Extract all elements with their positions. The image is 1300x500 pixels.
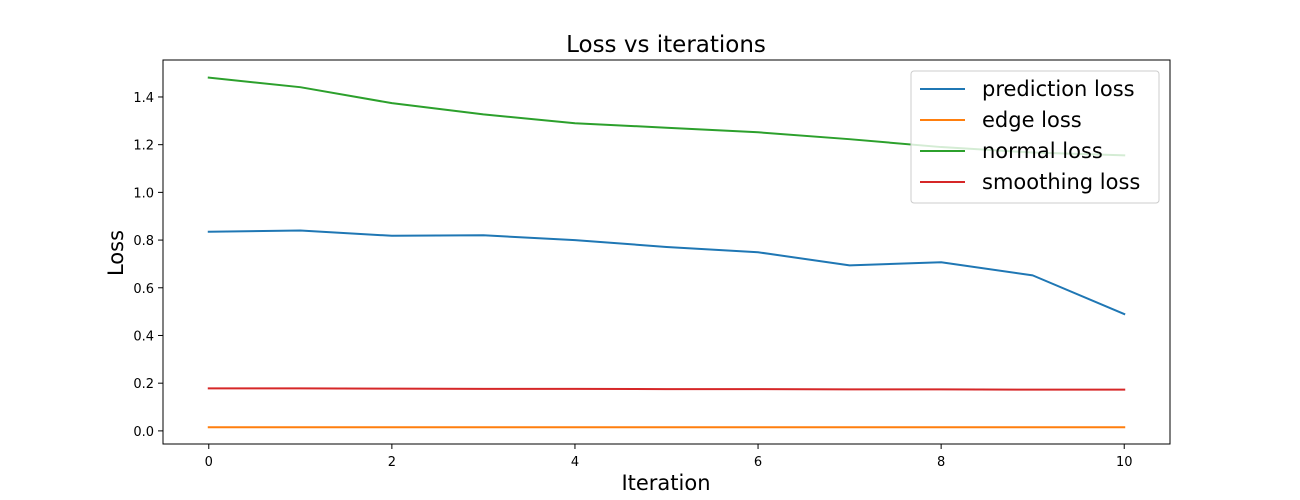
y-tick-label: 1.4 [133,91,154,106]
legend-box [910,70,1160,204]
y-tick-label: 0.8 [133,234,154,249]
series-lines [207,76,1126,429]
x-tick-label: 6 [754,455,762,470]
x-tick-label: 4 [571,455,579,470]
x-tick-label: 10 [1116,455,1133,470]
axes: 0 2 4 6 8 10 0.0 0.2 0.4 0.6 0.8 1.0 1.2 1.4 [133,59,1171,470]
x-tick-label: 2 [388,455,396,470]
y-tick-label: 1.0 [133,186,154,201]
y-tick-label: 0.4 [133,329,154,344]
chart-title: Loss vs iterations [566,32,766,58]
series-line-3 [207,387,1126,391]
x-tick-label: 0 [205,455,213,470]
x-tick-label: 8 [937,455,945,470]
legend-label-1: edge loss [982,108,1082,132]
legend-label-0: prediction loss [982,77,1135,101]
y-tick-label: 1.2 [133,139,154,154]
legend-label-3: smoothing loss [982,170,1140,194]
series-line-0 [207,229,1126,316]
y-tick-label: 0.2 [133,377,154,392]
y-tick-label: 0.0 [133,425,154,440]
x-axis-title: Iteration [621,471,710,495]
y-tick-label: 0.6 [133,282,154,297]
y-axis-title: Loss [104,230,128,276]
plot-frame [162,59,1171,445]
legend-label-2: normal loss [982,139,1103,163]
legend: prediction loss edge loss normal loss smoot… [910,70,1160,204]
